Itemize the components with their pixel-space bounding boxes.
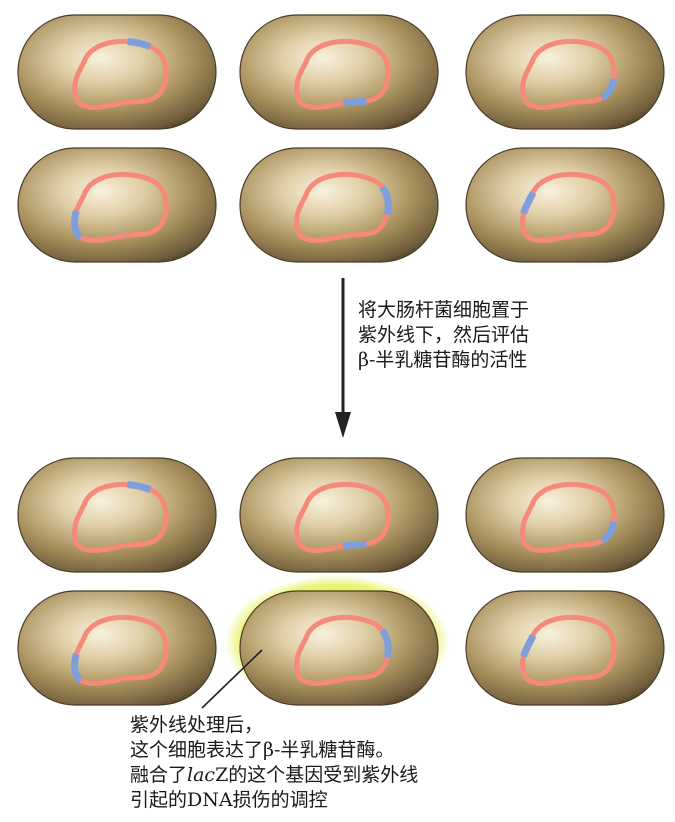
cell-body (239, 590, 439, 706)
dna-loop (294, 38, 391, 110)
dna-loop (520, 614, 617, 686)
caption-line-3-post: Z的这个基因受到紫外线 (215, 764, 419, 786)
fused-gene-segment (71, 170, 170, 244)
fused-gene-segment (71, 37, 170, 111)
dna-loop (294, 171, 391, 243)
dna-loop (294, 614, 391, 686)
cell-body (17, 147, 217, 263)
step-text-line-1: 将大肠杆菌细胞置于 (358, 299, 530, 321)
bacterial-cell (17, 457, 217, 573)
bacterial-cell (17, 590, 217, 706)
bacterial-cell (465, 457, 665, 573)
down-arrow-head-icon (335, 412, 351, 438)
caption-gene-italic: lac (187, 764, 216, 786)
bacterial-cell (465, 147, 665, 263)
uv-treatment-text: 将大肠杆菌细胞置于 紫外线下，然后评估 β-半乳糖苷酶的活性 (358, 298, 529, 373)
bacterial-cell (17, 14, 217, 130)
dna-loop (520, 481, 617, 553)
cell-body (239, 14, 439, 130)
caption-pointer-line (201, 649, 263, 709)
bacterial-cell (17, 147, 217, 263)
cell-body (465, 147, 665, 263)
caption-line-2: 这个细胞表达了β-半乳糖苷酶。 (130, 739, 395, 761)
bacterial-cell (239, 14, 439, 130)
cell-body (465, 457, 665, 573)
bacterial-cell (239, 457, 439, 573)
cell-body (465, 14, 665, 130)
cell-body (239, 147, 439, 263)
bacterial-cell (239, 590, 439, 706)
bacterial-cell (239, 147, 439, 263)
result-caption: 紫外线处理后， 这个细胞表达了β-半乳糖苷酶。 融合了lacZ的这个基因受到紫外… (130, 713, 418, 813)
caption-line-3-pre: 融合了 (130, 764, 188, 786)
dna-loop (520, 171, 617, 243)
caption-line-3: 融合了lacZ的这个基因受到紫外线 (130, 763, 418, 788)
cell-body (17, 590, 217, 706)
fused-gene-segment (71, 613, 170, 687)
cell-body (17, 457, 217, 573)
step-text-line-2: 紫外线下，然后评估 (358, 324, 530, 346)
cell-body (465, 590, 665, 706)
dna-loop (294, 481, 391, 553)
fused-gene-segment (71, 480, 170, 554)
caption-line-4: 引起的DNA损伤的调控 (130, 789, 328, 811)
step-text-line-3: β-半乳糖苷酶的活性 (358, 349, 528, 371)
cell-body (17, 14, 217, 130)
cell-body (239, 457, 439, 573)
bacterial-cell (465, 14, 665, 130)
bacterial-cell (465, 590, 665, 706)
caption-line-1: 紫外线处理后， (130, 714, 264, 736)
dna-loop (520, 38, 617, 110)
